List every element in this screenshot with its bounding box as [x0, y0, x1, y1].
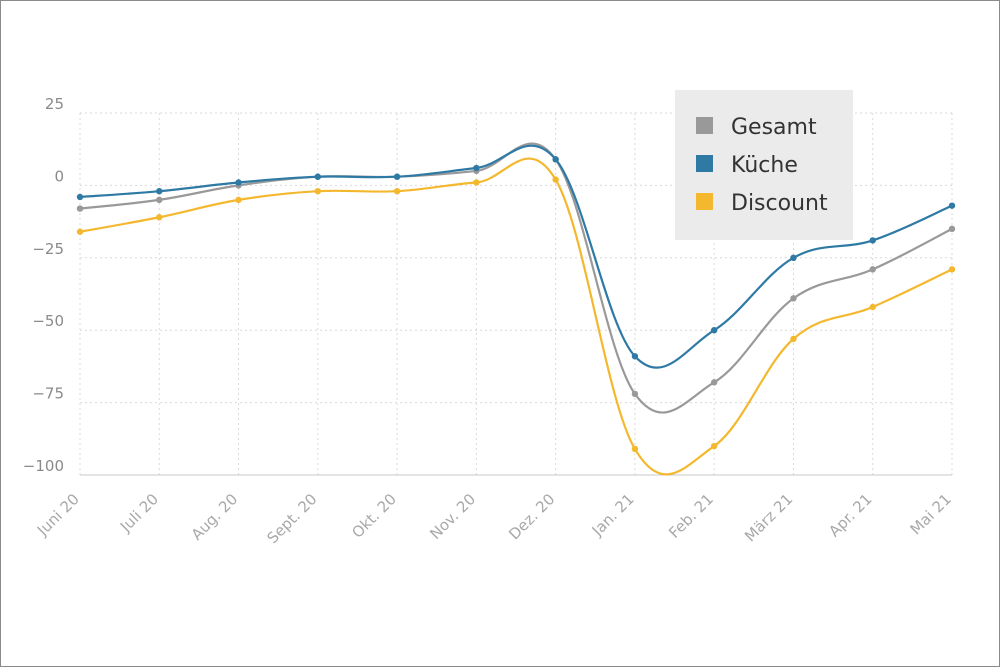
- y-tick-label: 25: [45, 95, 64, 113]
- data-point-gesamt: [790, 295, 797, 302]
- data-point-k-che: [76, 193, 84, 201]
- data-point-discount: [790, 335, 797, 343]
- data-point-k-che: [235, 179, 242, 186]
- data-point-discount: [314, 187, 322, 195]
- data-point-k-che: [948, 202, 956, 209]
- data-point-gesamt: [76, 205, 84, 212]
- data-point-discount: [631, 445, 639, 453]
- x-tick-label: Feb. 21: [665, 490, 717, 542]
- data-point-k-che: [393, 173, 401, 180]
- y-axis-ticks: 25 0 −25 −50 −75 −100: [23, 95, 64, 475]
- legend-label: Discount: [731, 191, 828, 216]
- data-point-discount: [710, 442, 718, 450]
- data-point-k-che: [552, 156, 559, 163]
- x-tick-label: März 21: [741, 490, 796, 545]
- data-point-gesamt: [156, 196, 163, 204]
- y-tick-label: −75: [32, 385, 64, 403]
- x-tick-label: Juni 20: [33, 490, 83, 540]
- data-point-k-che: [869, 237, 876, 244]
- x-tick-label: Aug. 20: [188, 490, 242, 544]
- x-tick-label: Okt. 20: [348, 490, 400, 542]
- x-tick-label: Apr. 21: [825, 490, 875, 540]
- x-tick-label: Sept. 20: [264, 490, 321, 547]
- data-point-discount: [552, 176, 559, 183]
- data-point-gesamt: [948, 225, 956, 233]
- data-point-k-che: [314, 173, 322, 180]
- y-tick-label: −100: [23, 457, 64, 475]
- data-point-k-che: [631, 353, 639, 360]
- data-point-gesamt: [710, 379, 718, 386]
- series-lines: [76, 142, 956, 476]
- data-point-gesamt: [869, 266, 876, 273]
- data-point-discount: [235, 196, 242, 204]
- legend-swatch: [696, 155, 713, 172]
- data-point-gesamt: [631, 390, 639, 398]
- data-point-discount: [393, 187, 401, 195]
- legend: Gesamt Küche Discount: [675, 90, 853, 240]
- data-point-k-che: [156, 187, 163, 195]
- legend-swatch: [696, 117, 713, 134]
- y-tick-label: −50: [32, 312, 64, 330]
- x-tick-label: Dez. 20: [505, 490, 558, 543]
- legend-swatch: [696, 193, 713, 210]
- y-tick-label: 0: [54, 167, 64, 185]
- data-point-k-che: [790, 254, 797, 261]
- data-point-k-che: [710, 327, 718, 334]
- data-point-discount: [869, 303, 876, 311]
- data-point-discount: [76, 228, 84, 235]
- x-axis-ticks: Juni 20 Juli 20 Aug. 20 Sept. 20 Okt. 20 Nov.…: [33, 490, 955, 547]
- legend-label: Gesamt: [731, 115, 817, 140]
- x-tick-label: Jan. 21: [588, 490, 638, 540]
- x-tick-label: Juli 20: [116, 490, 162, 536]
- data-point-discount: [948, 266, 956, 273]
- legend-label: Küche: [731, 153, 798, 178]
- data-point-discount: [156, 214, 163, 221]
- y-tick-label: −25: [32, 240, 64, 258]
- x-tick-label: Mai 21: [907, 490, 955, 538]
- data-point-k-che: [473, 164, 480, 172]
- x-tick-label: Nov. 20: [426, 490, 479, 543]
- data-point-discount: [473, 179, 480, 186]
